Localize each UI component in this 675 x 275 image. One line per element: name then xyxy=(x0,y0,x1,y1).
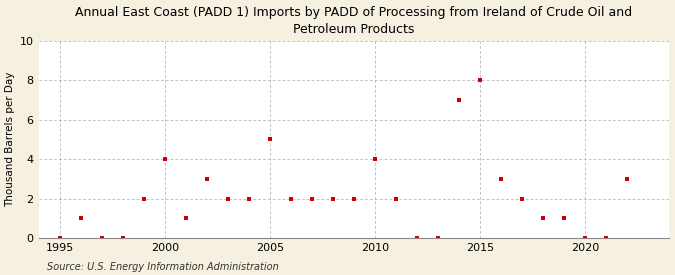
Y-axis label: Thousand Barrels per Day: Thousand Barrels per Day xyxy=(5,72,16,207)
Text: Source: U.S. Energy Information Administration: Source: U.S. Energy Information Administ… xyxy=(47,262,279,272)
Title: Annual East Coast (PADD 1) Imports by PADD of Processing from Ireland of Crude O: Annual East Coast (PADD 1) Imports by PA… xyxy=(76,6,632,35)
